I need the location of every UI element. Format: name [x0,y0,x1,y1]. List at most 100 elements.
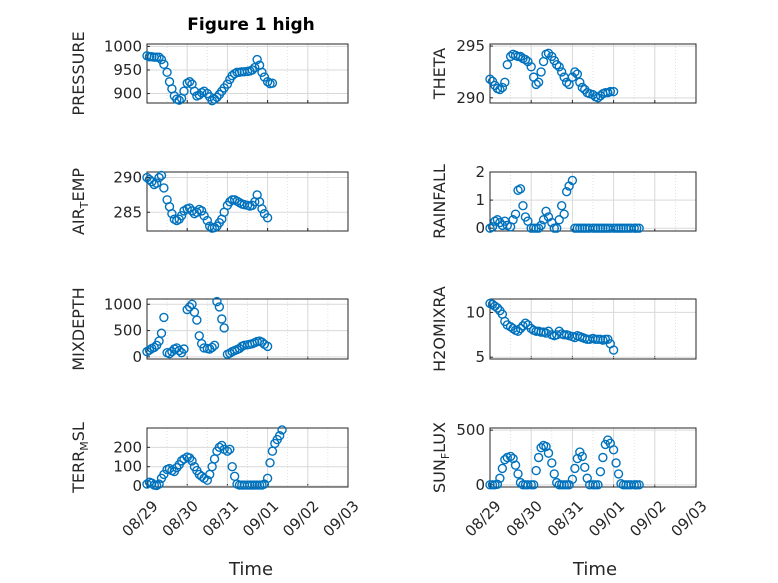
data-point [554,215,564,225]
data-point [222,79,233,89]
data-point [274,431,285,441]
data-point [262,341,273,352]
data-point [187,456,197,466]
data-point [194,331,204,341]
data-point [262,77,273,87]
axes-frame [146,427,349,488]
data-point [262,213,273,223]
data-point [172,462,182,473]
data-point [500,77,510,87]
data-point [497,463,508,474]
data-point [590,480,601,490]
y-axis-label: H2OMIXRA [430,286,449,372]
data-point [212,296,222,307]
data-point [174,345,184,356]
y-tick-label: 0 [475,476,485,494]
y-tick-label: 0 [132,348,142,366]
data-point [515,51,526,62]
y-tick-label: 100 [113,458,142,476]
data-point [631,480,642,490]
data-point [543,448,554,458]
data-point [536,442,546,453]
y-tick-label: 1000 [104,295,142,313]
data-point [209,340,220,351]
y-axis-label: PRESSURE [69,31,88,115]
data-point [611,458,621,468]
y-tick-label: 0 [132,477,142,495]
y-tick-label: 2 [475,163,485,181]
y-tick-label: 950 [113,61,142,79]
data-point [219,323,229,333]
data-point [561,186,572,197]
y-axis-label: AIRTEMP [69,168,91,235]
data-point [487,480,498,490]
data-point [570,463,580,474]
data-point [538,215,549,225]
x-tick-label: 09/01 [239,497,282,540]
data-point [520,54,531,65]
data-point [144,174,155,185]
data-point [502,60,513,70]
data-point [510,209,521,219]
data-point [227,461,237,472]
data-point [588,480,598,490]
data-point [572,69,583,79]
data-point [192,207,202,217]
subplot-1: 900 950 1000 PRESSURE [69,31,349,116]
data-point [247,65,258,75]
data-point [510,460,521,470]
data-point [142,346,152,357]
data-point [536,67,546,77]
data-point [196,206,207,216]
data-point [570,67,580,77]
data-point [492,303,503,313]
y-tick-label: 900 [113,85,142,103]
data-point [605,86,616,97]
data-point [159,183,169,193]
data-point [192,315,202,325]
data-point [156,170,167,181]
data-point [225,444,235,454]
data-point [634,223,644,233]
subplot-4: 0 1 2 RAINFALL [430,163,697,239]
data-point [526,62,536,72]
y-tick-label: 5 [475,348,485,366]
data-point [567,474,578,485]
data-point [225,348,235,358]
data-point [196,471,207,482]
data-point [257,67,267,78]
y-tick-label: 1 [475,191,485,209]
data-point [598,452,608,463]
data-point [212,92,222,103]
data-point [147,177,157,187]
subplot-6: 5 10 H2OMIXRA [430,286,697,372]
data-point [556,201,567,211]
data-point [225,197,235,207]
data-point [533,452,544,463]
data-point [531,79,541,90]
data-point [577,82,587,93]
y-tick-label: 290 [456,89,485,107]
x-tick-label: 08/30 [503,497,546,540]
data-point [184,203,195,213]
figure-title: Figure 1 high [187,15,315,35]
axes-frame [146,171,349,232]
data-point [567,175,578,186]
data-point [154,479,164,489]
x-tick-label: 09/02 [626,497,669,540]
data-point [184,302,195,312]
data-point [205,221,215,231]
data-point [252,54,262,65]
data-point [608,345,619,355]
data-point [547,458,557,468]
data-point [202,215,213,226]
data-point [156,54,167,65]
data-point [526,480,536,490]
data-point [492,479,503,489]
y-tick-label: 200 [113,438,142,456]
data-point [552,223,562,233]
data-point [487,222,498,232]
x-tick-label: 08/31 [199,497,242,540]
